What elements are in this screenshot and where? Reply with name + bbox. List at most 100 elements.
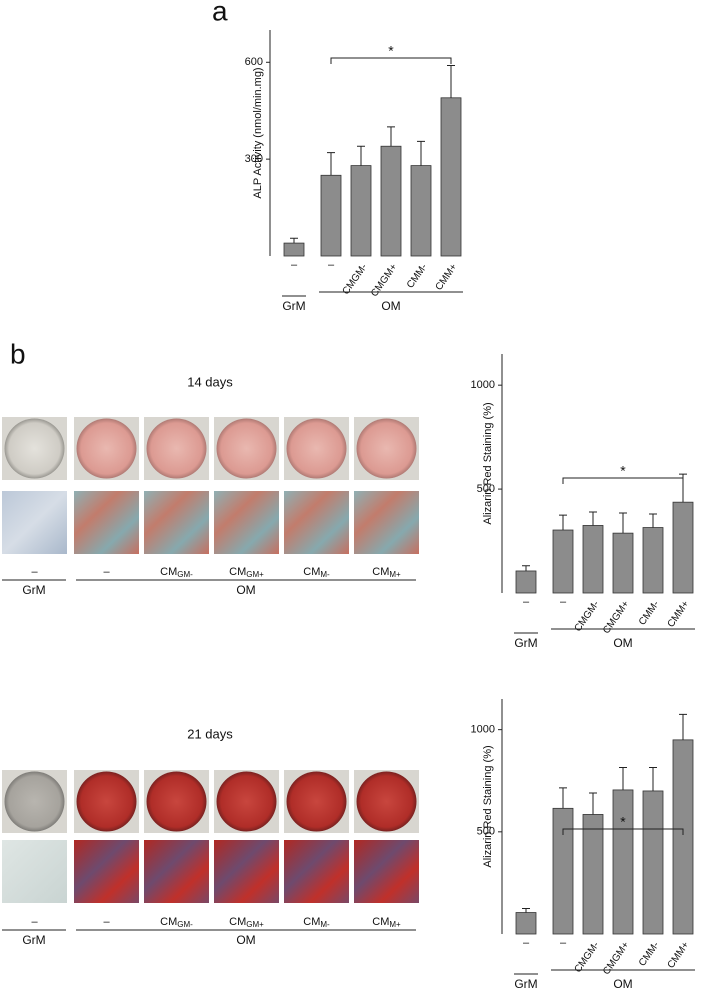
row-title: 21 days bbox=[187, 726, 233, 741]
bar bbox=[410, 165, 432, 257]
lane-label: CMGM- bbox=[160, 916, 193, 929]
error-bar bbox=[522, 565, 530, 571]
group-label: OM bbox=[236, 583, 255, 597]
lane-label-main: CM bbox=[303, 916, 320, 928]
lane-label-sub: M- bbox=[320, 570, 330, 579]
lane-label-sub: GM+ bbox=[246, 920, 264, 929]
y-tick-label: 500 bbox=[477, 483, 495, 495]
lane-label-main: CM bbox=[160, 566, 177, 578]
micrograph bbox=[214, 491, 279, 554]
group-label: GrM bbox=[514, 636, 537, 650]
lane-label: CMM+ bbox=[372, 566, 401, 579]
row-title: 14 days bbox=[187, 374, 233, 389]
lane-label-main: CM bbox=[160, 916, 177, 928]
bar bbox=[582, 525, 604, 594]
y-tick-label: 1000 bbox=[471, 379, 495, 391]
x-tick-label: – bbox=[328, 259, 335, 271]
bar bbox=[515, 570, 537, 594]
lane-label-sub: M- bbox=[320, 920, 330, 929]
bar bbox=[672, 501, 694, 594]
bar bbox=[612, 789, 634, 935]
dish-photo bbox=[286, 771, 347, 832]
lane-label: – bbox=[103, 916, 110, 928]
lane-label-main: CM bbox=[229, 566, 246, 578]
dish-photo bbox=[356, 418, 417, 479]
lane-label: CMM+ bbox=[372, 916, 401, 929]
bar bbox=[582, 814, 604, 935]
significance-bracket bbox=[330, 57, 452, 64]
lane-label-main: – bbox=[103, 916, 110, 928]
group-label: GrM bbox=[22, 583, 45, 597]
dish-photo bbox=[216, 418, 277, 479]
dish-photo bbox=[146, 771, 207, 832]
micrograph bbox=[2, 491, 67, 554]
lane-label-sub: M+ bbox=[389, 570, 401, 579]
bar bbox=[440, 97, 462, 257]
y-axis-label: Alizarin Red Staining (%) bbox=[482, 402, 494, 524]
lane-label-main: – bbox=[31, 566, 38, 578]
group-label: GrM bbox=[282, 299, 305, 313]
error-bar bbox=[387, 126, 395, 147]
x-tick-label: CMM+ bbox=[666, 940, 692, 971]
micrograph bbox=[2, 840, 67, 903]
y-tick-label: 1000 bbox=[471, 724, 495, 736]
bar bbox=[320, 174, 342, 257]
lane-label-sub: M+ bbox=[389, 920, 401, 929]
error-bar bbox=[559, 514, 567, 531]
micrograph bbox=[144, 840, 209, 903]
lane-label: CMGM+ bbox=[229, 916, 264, 929]
micrograph bbox=[284, 491, 349, 554]
bar bbox=[350, 165, 372, 257]
micrograph bbox=[284, 840, 349, 903]
error-bar bbox=[357, 145, 365, 166]
y-tick-label: 300 bbox=[245, 153, 263, 165]
lane-label: CMM- bbox=[303, 916, 330, 929]
group-label: GrM bbox=[514, 977, 537, 990]
lane-label-main: CM bbox=[229, 916, 246, 928]
micrograph bbox=[354, 840, 419, 903]
lane-label: CMGM+ bbox=[229, 566, 264, 579]
error-bar bbox=[559, 787, 567, 809]
micrograph bbox=[144, 491, 209, 554]
micrograph bbox=[74, 491, 139, 554]
x-tick-label: CMM- bbox=[637, 940, 662, 969]
lane-label: – bbox=[31, 566, 38, 578]
lane-label-main: – bbox=[103, 566, 110, 578]
dish-photo bbox=[76, 418, 137, 479]
micrograph bbox=[354, 491, 419, 554]
group-label: OM bbox=[613, 636, 632, 650]
bar bbox=[642, 790, 664, 935]
significance-bracket bbox=[562, 477, 684, 484]
error-bar bbox=[619, 512, 627, 534]
micrograph bbox=[214, 840, 279, 903]
bar bbox=[642, 527, 664, 594]
x-tick-label: CMGM+ bbox=[601, 599, 632, 636]
lane-label-main: CM bbox=[303, 566, 320, 578]
group-label: OM bbox=[236, 933, 255, 947]
panel-label: b bbox=[10, 338, 26, 369]
bar bbox=[515, 912, 537, 935]
lane-label-sub: GM+ bbox=[246, 570, 264, 579]
error-bar bbox=[649, 766, 657, 791]
x-tick-label: – bbox=[523, 937, 530, 949]
significance-star: * bbox=[620, 814, 626, 830]
dish-photo bbox=[216, 771, 277, 832]
bar bbox=[552, 529, 574, 594]
bar bbox=[283, 242, 305, 257]
error-bar bbox=[327, 152, 335, 176]
lane-label-sub: GM- bbox=[177, 570, 193, 579]
x-tick-label: CMM+ bbox=[666, 599, 692, 630]
x-tick-label: CMGM+ bbox=[601, 940, 632, 977]
error-bar bbox=[522, 907, 530, 913]
x-tick-label: CMM- bbox=[637, 599, 662, 628]
group-label: OM bbox=[381, 299, 400, 313]
panel-label: a bbox=[212, 0, 228, 26]
y-tick-label: 600 bbox=[245, 56, 263, 68]
dish-photo bbox=[4, 418, 65, 479]
error-bar bbox=[649, 513, 657, 528]
error-bar bbox=[679, 713, 687, 740]
lane-label-main: CM bbox=[372, 916, 389, 928]
lane-label-main: CM bbox=[372, 566, 389, 578]
bar bbox=[672, 739, 694, 935]
dish-photo bbox=[146, 418, 207, 479]
